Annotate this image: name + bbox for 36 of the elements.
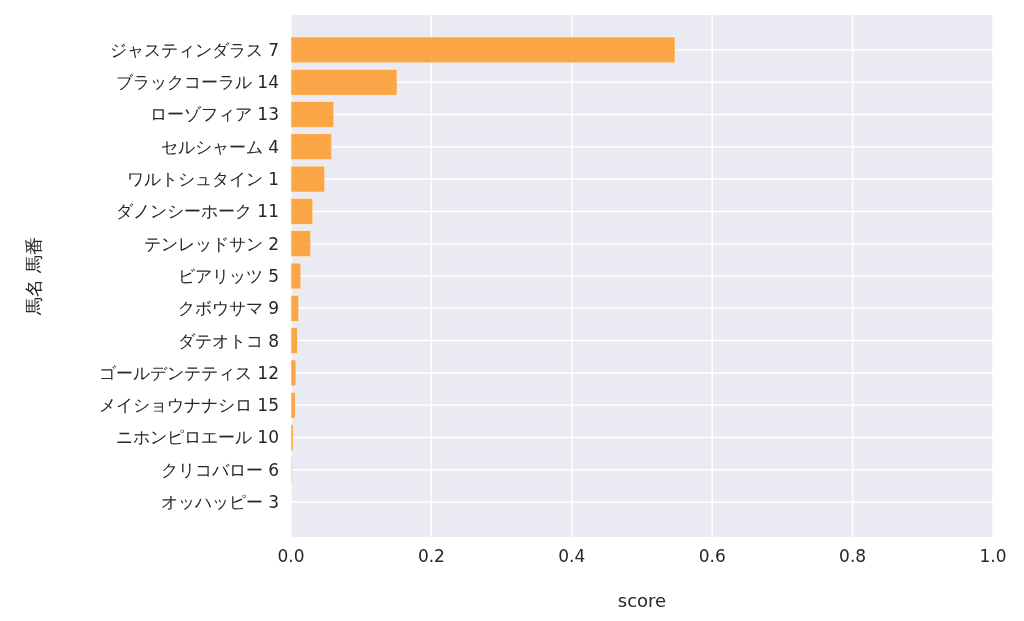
- bar: [290, 230, 311, 257]
- y-tick-label: メイショウナナシロ 15: [98, 395, 279, 416]
- y-tick-label: ワルトシュタイン 1: [126, 169, 279, 190]
- x-tick-label: 1.0: [979, 546, 1007, 566]
- y-tick-label: ビアリッツ 5: [177, 265, 279, 286]
- bar: [290, 359, 297, 387]
- y-tick-label: ローゾフィア 13: [149, 104, 279, 125]
- y-tick-label: クリコバロー 6: [160, 459, 279, 480]
- bar: [290, 133, 332, 160]
- x-tick-label: 0.2: [417, 546, 445, 566]
- bar: [290, 101, 335, 128]
- bar: [290, 36, 676, 64]
- y-axis-title: 馬名 馬番: [23, 237, 44, 316]
- y-tick-label: オッハッピー 3: [160, 492, 279, 513]
- bar: [290, 165, 325, 193]
- bar: [290, 198, 314, 225]
- y-tick-label: テンレッドサン 2: [143, 233, 279, 254]
- bar: [290, 262, 302, 290]
- y-tick-label: ダテオトコ 8: [177, 330, 279, 351]
- bar: [290, 392, 296, 419]
- bar: [290, 69, 398, 96]
- x-tick-label: 0.0: [277, 546, 305, 566]
- x-tick-label: 0.8: [839, 546, 867, 566]
- bar: [290, 327, 298, 354]
- y-tick-label: ニホンピロエール 10: [115, 427, 279, 448]
- x-axis-title: score: [617, 590, 667, 611]
- y-tick-label: クボウサマ 9: [177, 298, 279, 319]
- x-tick-label: 0.6: [698, 546, 726, 566]
- y-tick-label: ジャスティンダラス 7: [109, 39, 279, 60]
- x-tick-label: 0.4: [558, 546, 586, 566]
- y-tick-label: ゴールデンテティス 12: [98, 362, 279, 383]
- y-tick-label: セルシャーム 4: [160, 136, 279, 157]
- y-tick-label: ブラックコーラル 14: [115, 72, 279, 93]
- y-tick-label: ダノンシーホーク 11: [115, 201, 279, 222]
- bar: [290, 295, 299, 322]
- bar: [290, 424, 294, 451]
